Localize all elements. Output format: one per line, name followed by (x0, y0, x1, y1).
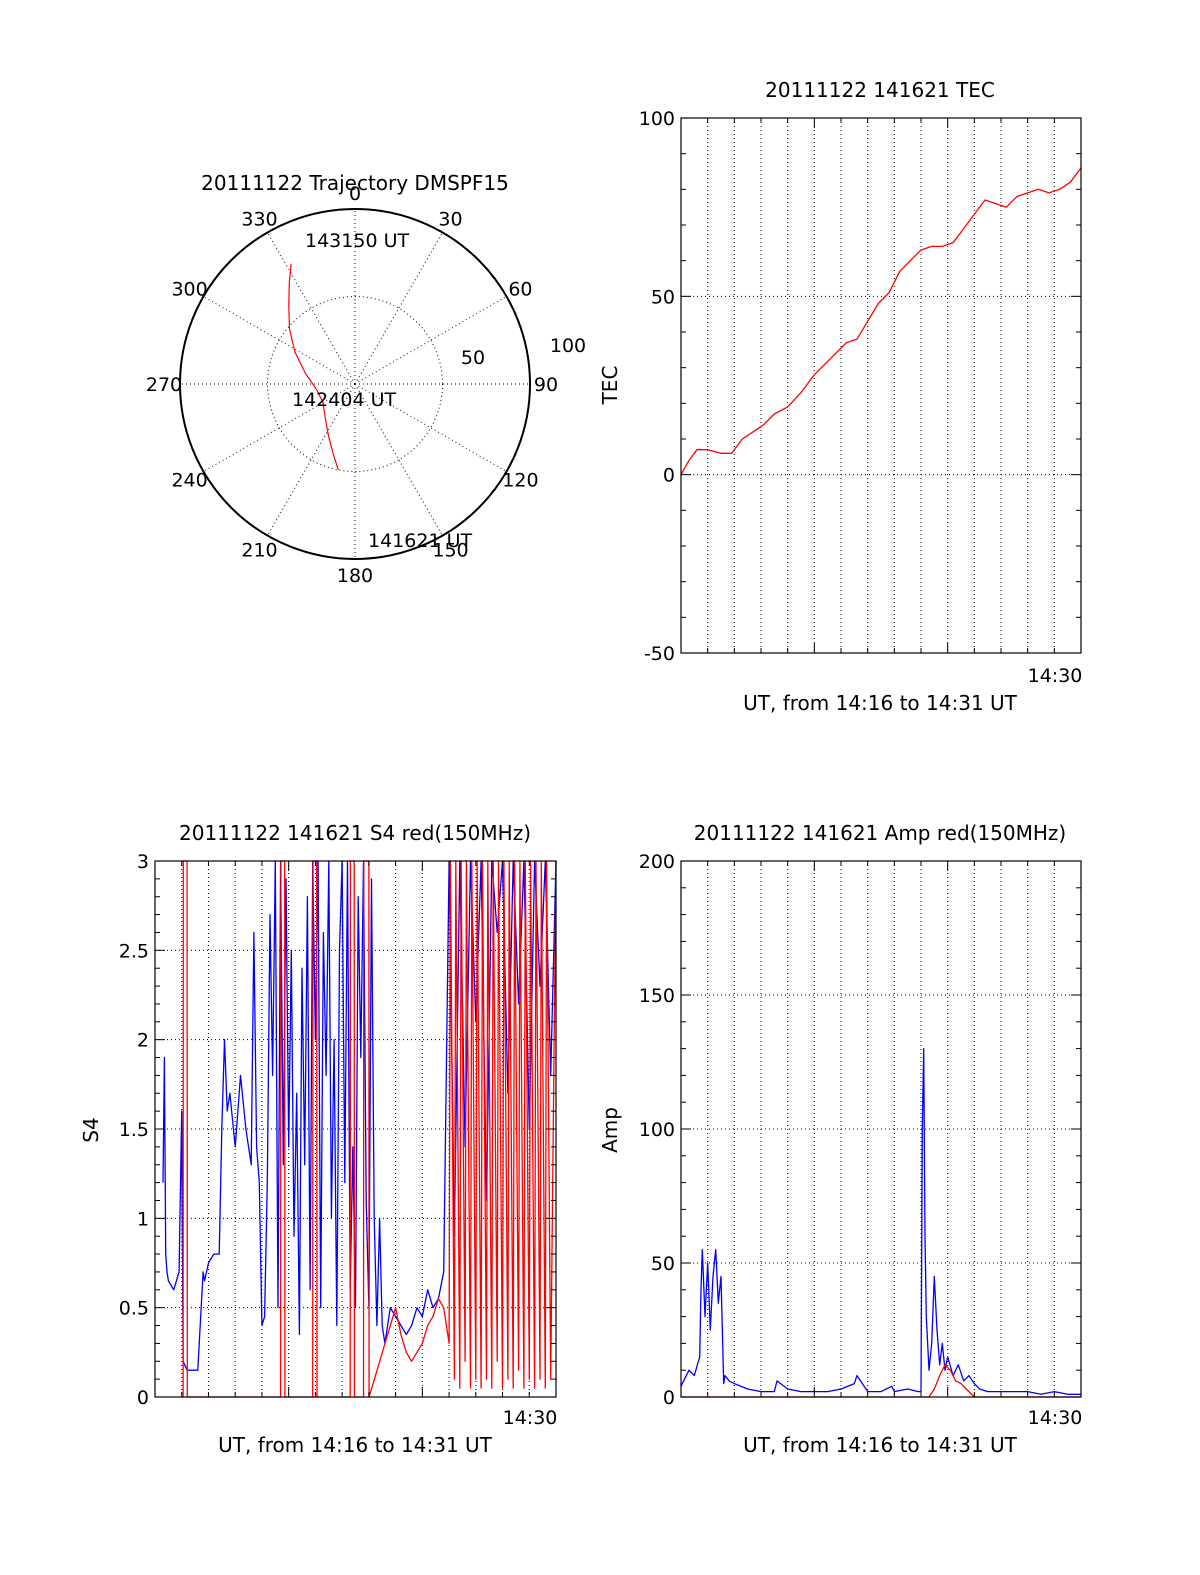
amp-series (680, 1047, 1081, 1398)
polar-azimuth-label: 240 (171, 470, 207, 492)
y-tick-label: 100 (639, 108, 675, 130)
polar-grid (179, 208, 531, 560)
y-tick-label: 1 (137, 1208, 149, 1230)
annotation-mid-time: 142404 UT (292, 389, 396, 411)
polar-outer-circle (179, 208, 531, 560)
s4-y-label: S4 (79, 1117, 103, 1142)
s4-title: 20111122 141621 S4 red(150MHz) (179, 821, 531, 845)
polar-azimuth-label: 0 (349, 183, 361, 205)
series-line-blue (680, 1047, 1081, 1395)
polar-spoke (354, 232, 443, 385)
tec-grid (681, 118, 1081, 653)
s4-panel: 20111122 141621 S4 red(150MHz) 3 2.5 2 1.5 1… (79, 821, 557, 1457)
s4-x-label: UT, from 14:16 to 14:31 UT (218, 1433, 493, 1457)
tec-panel: 20111122 141621 TEC 100 50 0 -50 14:30 UT, … (598, 78, 1082, 715)
polar-azimuth-label: 210 (241, 539, 277, 561)
trajectory-polar-panel: 20111122 Trajectory DMSPF15 0 30 60 90 120 15… (146, 171, 586, 587)
polar-azimuth-label: 60 (508, 279, 532, 301)
s4-y-ticks: 3 2.5 2 1.5 1 0.5 0 (119, 851, 557, 1409)
amp-x-tick-label: 14:30 (1028, 1407, 1083, 1429)
y-tick-label: 100 (639, 1119, 675, 1141)
amp-y-ticks: 200 150 100 50 0 (639, 851, 1082, 1409)
annotation-end-time: 141621 UT (368, 530, 472, 552)
tec-y-ticks: 100 50 0 -50 (639, 108, 1082, 665)
y-tick-label: 2 (137, 1030, 149, 1052)
polar-radius-labels: 50 100 (461, 335, 586, 369)
y-tick-label: 3 (137, 851, 149, 873)
y-tick-label: 0.5 (119, 1298, 149, 1320)
polar-azimuth-label: 120 (502, 470, 538, 492)
polar-azimuth-label: 150 (432, 539, 468, 561)
y-tick-label: 0 (663, 1387, 675, 1409)
series-line-red (680, 167, 1082, 476)
tec-frame (680, 117, 1082, 654)
y-tick-label: 50 (651, 1253, 675, 1275)
polar-azimuth-label: 300 (171, 279, 207, 301)
y-tick-label: 0 (137, 1387, 149, 1409)
amp-grid (681, 861, 1081, 1397)
polar-azimuth-label: 270 (146, 374, 182, 396)
polar-azimuth-label: 30 (438, 209, 462, 231)
tec-y-label: TEC (598, 366, 622, 406)
y-tick-label: 200 (639, 851, 675, 873)
polar-azimuth-label: 180 (337, 565, 373, 587)
polar-trajectory-series (288, 263, 339, 471)
polar-title: 20111122 Trajectory DMSPF15 (201, 171, 509, 195)
polar-circle-50 (267, 296, 443, 472)
y-tick-label: 50 (651, 286, 675, 308)
y-tick-label: 2.5 (119, 940, 149, 962)
polar-azimuth-label: 330 (241, 209, 277, 231)
trajectory-line (288, 263, 339, 471)
polar-radius-label: 50 (461, 347, 485, 369)
amp-y-label: Amp (598, 1107, 622, 1153)
polar-spoke (354, 296, 507, 385)
s4-x-tick-label: 14:30 (503, 1407, 558, 1429)
annotation-start-time: 143150 UT (305, 230, 409, 252)
y-tick-label: -50 (644, 643, 675, 665)
polar-azimuth-label: 90 (534, 374, 558, 396)
tec-x-tick-label: 14:30 (1028, 665, 1083, 687)
polar-radius-label: 100 (550, 335, 586, 357)
series-line-red (681, 1364, 1081, 1398)
y-tick-label: 150 (639, 985, 675, 1007)
y-tick-label: 1.5 (119, 1119, 149, 1141)
amp-x-label: UT, from 14:16 to 14:31 UT (743, 1433, 1018, 1457)
tec-x-label: UT, from 14:16 to 14:31 UT (743, 691, 1018, 715)
amp-title: 20111122 141621 Amp red(150MHz) (694, 821, 1066, 845)
tec-title: 20111122 141621 TEC (765, 78, 995, 102)
tec-series (680, 167, 1082, 476)
polar-spoke (267, 232, 356, 385)
y-tick-label: 0 (663, 465, 675, 487)
amp-panel: 20111122 141621 Amp red(150MHz) 200 150 10… (598, 821, 1082, 1457)
polar-azimuth-labels: 0 30 60 90 120 150 180 210 240 270 300 330 (146, 183, 558, 587)
